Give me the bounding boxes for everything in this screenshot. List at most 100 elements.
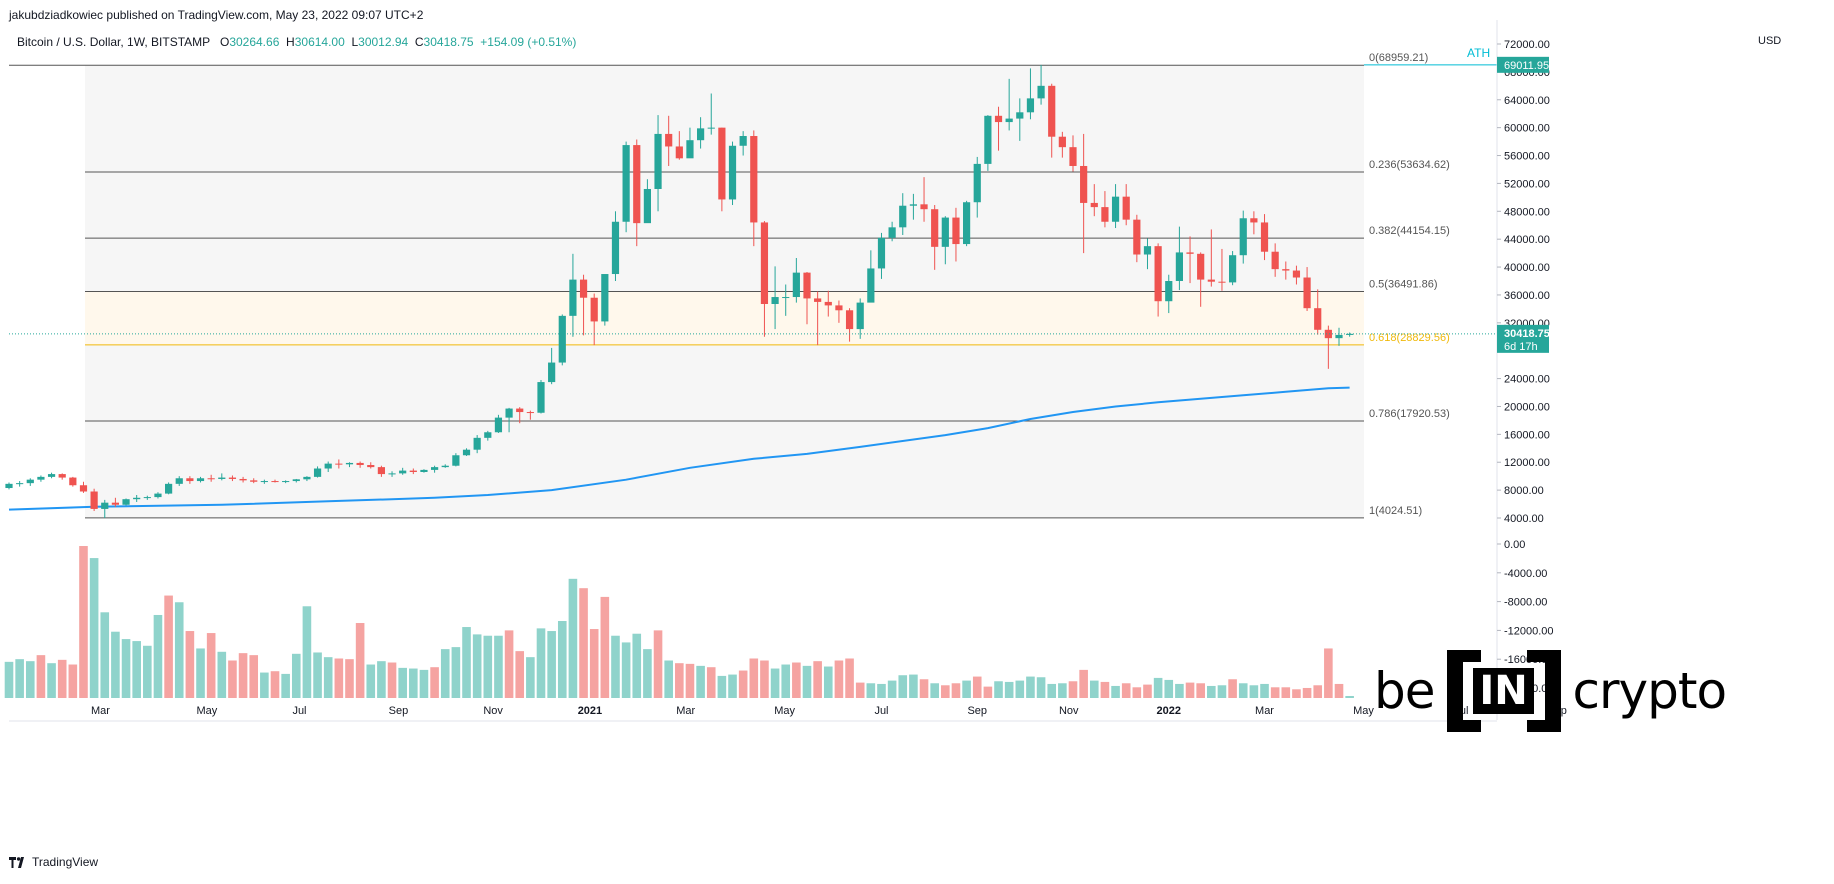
volume-bar (1121, 683, 1131, 698)
volume-bar (25, 661, 35, 698)
volume-bar (504, 630, 514, 698)
candle-body (909, 204, 917, 206)
time-label: Jul (292, 705, 306, 717)
volume-bar (164, 595, 173, 698)
volume-bar (994, 681, 1003, 698)
candle-body (1069, 147, 1077, 166)
fib-label: 0(68959.21) (1369, 52, 1428, 64)
volume-bar (685, 663, 695, 698)
tradingview-footer[interactable]: TradingView (9, 855, 98, 869)
volume-bar (1292, 689, 1301, 698)
watermark-right: crypto (1572, 662, 1728, 720)
volume-bar (291, 653, 301, 698)
candle-body (994, 115, 1003, 123)
candle-body (165, 483, 173, 494)
candle-body (473, 437, 481, 450)
time-label: Jul (874, 705, 888, 717)
candle-body (303, 476, 311, 480)
volume-bar (1185, 682, 1195, 698)
volume-bar (1175, 683, 1184, 698)
candle-body (90, 491, 98, 509)
watermark-box: IN (1446, 650, 1561, 732)
volume-bar (941, 685, 950, 698)
candle-body (1207, 279, 1215, 282)
candle-body (367, 465, 375, 468)
candle-body (494, 417, 503, 433)
candle-body (792, 272, 800, 298)
candle-body (324, 463, 332, 469)
volume-bar (409, 668, 418, 698)
candle-body (345, 462, 354, 465)
candle-body (1282, 269, 1290, 271)
candle-body (282, 481, 290, 483)
tradingview-brand: TradingView (32, 855, 99, 869)
candle-body (388, 473, 396, 475)
volume-bar (898, 675, 908, 698)
price-tick-label: 64000.00 (1504, 95, 1550, 107)
candle-body (1111, 196, 1120, 222)
candle-body (707, 127, 715, 129)
volume-bar (1068, 681, 1078, 698)
price-tick-label: 8000.00 (1504, 485, 1544, 497)
volume-bar (1153, 677, 1163, 698)
volume-bar (377, 661, 386, 698)
candle-body (548, 362, 556, 383)
candle-body (601, 274, 609, 322)
volume-bar (855, 682, 865, 698)
candle-body (1239, 218, 1247, 256)
volume-bar (770, 668, 780, 698)
candle-body (516, 408, 524, 413)
volume-tick-label: -4000.00 (1504, 568, 1547, 580)
volume-bar (1217, 685, 1227, 698)
volume-bar (430, 667, 439, 698)
fib-label: 0.5(36491.86) (1369, 279, 1438, 291)
candle-body (1175, 252, 1183, 281)
candle-body (1346, 333, 1354, 335)
candle-body (941, 217, 949, 247)
fib-label: 0.786(17920.53) (1369, 408, 1450, 420)
time-label: 2021 (578, 705, 602, 717)
candle-body (1335, 334, 1343, 339)
candle-body (239, 478, 247, 481)
candle-body (1080, 165, 1088, 203)
volume-bar (47, 663, 56, 698)
time-label: May (1353, 705, 1374, 717)
candle-body (569, 279, 577, 316)
candle-body (718, 127, 726, 200)
fib-zone (85, 291, 1364, 345)
volume-bar (472, 634, 482, 698)
volume-tick-label: -8000.00 (1504, 597, 1547, 609)
candle-body (79, 485, 88, 492)
volume-bar (217, 651, 227, 698)
volume-bar (15, 659, 24, 698)
candle-body (186, 478, 194, 482)
volume-bar (589, 629, 599, 698)
candle-body (750, 136, 758, 223)
volume-bar (1089, 680, 1099, 698)
candle-body (47, 474, 56, 477)
volume-bar (536, 628, 546, 698)
volume-bar (802, 665, 812, 698)
candle-body (452, 455, 460, 466)
volume-bar (366, 664, 376, 698)
volume-bar (355, 623, 365, 698)
volume-bar (1132, 687, 1142, 698)
high-value: 30614.00 (294, 35, 345, 49)
candle-body (622, 145, 630, 222)
close-value: 30418.75 (423, 35, 474, 49)
volume-bar (887, 680, 897, 698)
volume-bar (749, 658, 759, 698)
candle-body (1250, 218, 1258, 223)
volume-bar (100, 612, 110, 698)
volume-bar (866, 683, 876, 698)
volume-bar (738, 670, 748, 698)
candle-body (1048, 85, 1056, 137)
candle-body (69, 477, 77, 486)
volume-bar (568, 578, 578, 698)
candle-body (1101, 207, 1109, 222)
volume-bar (323, 657, 333, 698)
watermark-box-text: IN (1473, 668, 1534, 714)
candle-body (133, 497, 141, 500)
time-label: Sep (967, 705, 987, 717)
